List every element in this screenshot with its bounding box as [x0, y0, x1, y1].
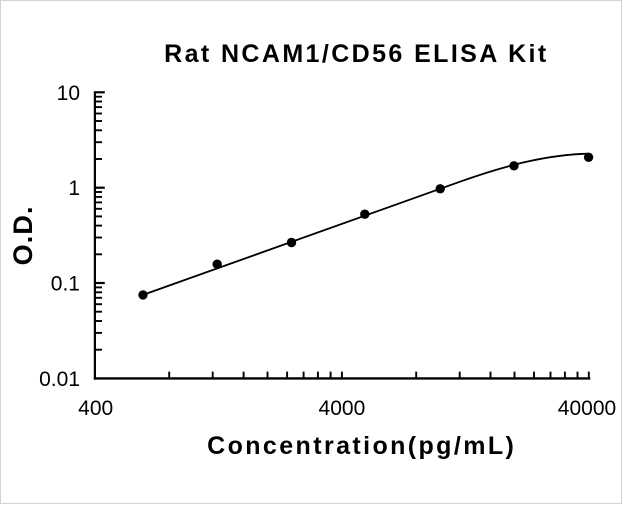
svg-text:Concentration(pg/mL): Concentration(pg/mL): [207, 432, 516, 460]
svg-text:O.D.: O.D.: [8, 205, 38, 265]
svg-text:0.1: 0.1: [51, 273, 80, 296]
svg-text:4000: 4000: [319, 397, 366, 420]
svg-text:400: 400: [78, 397, 113, 420]
svg-text:10: 10: [57, 82, 80, 105]
svg-text:0.01: 0.01: [39, 368, 80, 391]
svg-text:1: 1: [68, 177, 80, 200]
svg-text:Rat NCAM1/CD56 ELISA Kit: Rat NCAM1/CD56 ELISA Kit: [164, 40, 549, 68]
svg-text:40000: 40000: [558, 397, 616, 420]
